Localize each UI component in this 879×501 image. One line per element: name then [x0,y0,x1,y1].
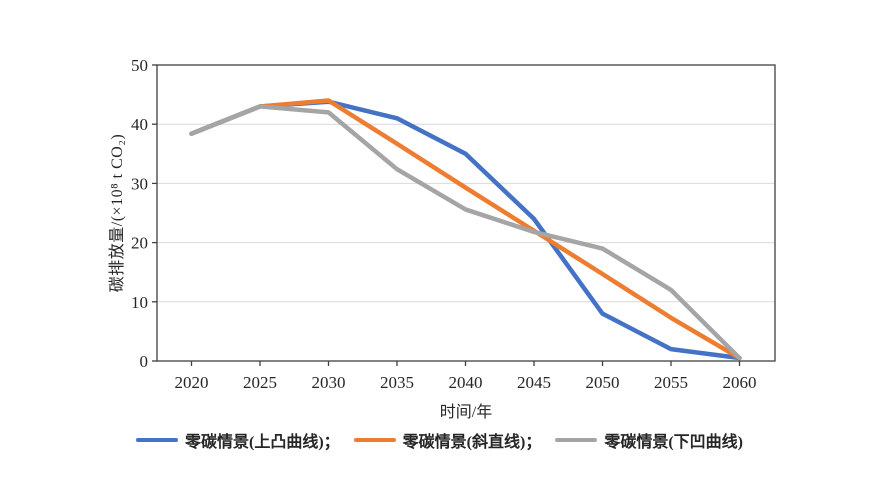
legend: 零碳情景(上凸曲线)； 零碳情景(斜直线)； 零碳情景(下凹曲线) [0,428,879,452]
x-axis-title: 时间/年 [439,404,493,421]
x-tick-label: 2060 [723,373,757,392]
y-tick-label: 10 [131,293,148,312]
legend-item-1: 零碳情景(斜直线)； [353,428,542,452]
legend-item-0: 零碳情景(上凸曲线)； [135,428,340,452]
series-line-2 [189,104,742,361]
x-tick-label: 2025 [243,373,277,392]
y-axis-title: 碳排放量/(×10⁸ t CO₂) [109,133,126,293]
legend-label: 零碳情景(斜直线)； [402,434,542,451]
legend-label: 零碳情景(下凹曲线) [604,434,743,451]
legend-item-2: 零碳情景(下凹曲线) [555,428,743,452]
y-tick-label: 40 [131,115,148,134]
legend-swatch-icon [135,437,178,443]
y-tick-label: 20 [131,234,148,253]
x-tick-label: 2055 [654,373,688,392]
y-tick-label: 0 [140,352,149,371]
y-tick-label: 50 [131,56,148,75]
x-tick-label: 2030 [312,373,346,392]
x-tick-label: 2045 [517,373,551,392]
legend-label: 零碳情景(上凸曲线)； [184,434,340,451]
x-tick-label: 2050 [586,373,620,392]
y-tick-label: 30 [131,174,148,193]
legend-swatch-icon [555,437,598,443]
legend-swatch-icon [353,437,396,443]
x-tick-label: 2035 [380,373,414,392]
series-line-1 [189,98,742,361]
x-tick-label: 2040 [449,373,483,392]
x-tick-label: 2020 [175,373,209,392]
series-line-0 [189,99,742,361]
